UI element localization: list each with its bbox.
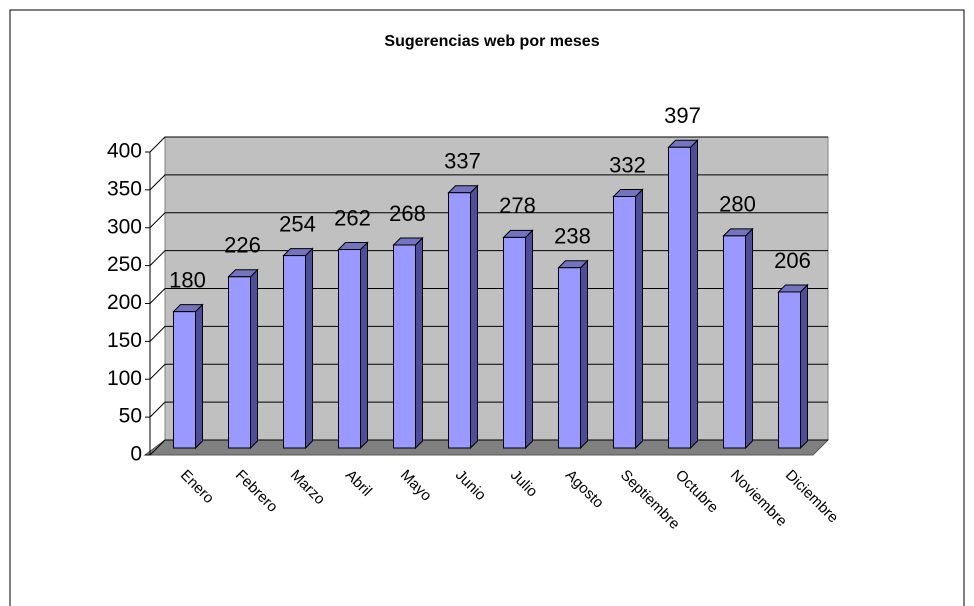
- y-tick-label: 350: [107, 177, 142, 200]
- y-tick-label: 250: [107, 253, 142, 276]
- bar-side: [635, 188, 643, 450]
- value-label: 238: [554, 224, 591, 249]
- grid-line: [149, 325, 828, 342]
- bar-side: [745, 227, 753, 450]
- value-label: 278: [499, 193, 536, 218]
- bar-side: [195, 303, 203, 450]
- value-label: 337: [444, 149, 481, 174]
- bar-side: [360, 241, 368, 450]
- bar-side: [470, 184, 478, 450]
- bar-side: [415, 236, 423, 450]
- bar-side: [525, 229, 533, 450]
- chart-title: Sugerencias web por meses: [384, 33, 599, 50]
- y-tick-label: 50: [119, 405, 142, 428]
- value-label: 254: [279, 211, 316, 236]
- bar: [778, 291, 801, 449]
- y-tick-label: 200: [107, 291, 142, 314]
- bar-side: [580, 259, 588, 450]
- value-label: 262: [334, 205, 371, 230]
- y-tick-label: 150: [107, 329, 142, 352]
- y-tick-label: 300: [107, 215, 142, 238]
- y-tick-label: 100: [107, 367, 142, 390]
- grid-line: [149, 401, 828, 418]
- value-label: 268: [389, 201, 426, 226]
- bar-side: [690, 139, 698, 450]
- bar-side: [250, 268, 258, 450]
- value-label: 226: [224, 233, 261, 258]
- value-label: 397: [664, 103, 701, 128]
- value-label: 206: [774, 248, 811, 273]
- bar: [723, 235, 746, 449]
- grid-line: [149, 212, 828, 229]
- bar: [393, 244, 416, 449]
- y-tick-label: 0: [130, 443, 142, 466]
- bar-side: [800, 283, 808, 450]
- bar: [448, 192, 471, 449]
- bar: [173, 311, 196, 449]
- grid-line: [149, 174, 828, 191]
- grid-line: [149, 363, 828, 380]
- grid-line: [149, 136, 828, 153]
- bar: [228, 276, 251, 449]
- bar: [283, 255, 306, 449]
- bar-side: [305, 247, 313, 450]
- value-label: 180: [169, 267, 206, 292]
- value-label: 280: [719, 192, 756, 217]
- y-tick-label: 400: [107, 140, 142, 163]
- grid-line: [149, 250, 828, 266]
- bar: [503, 236, 526, 449]
- bar: [613, 196, 636, 449]
- grid-line: [149, 288, 828, 304]
- grid-line: [149, 439, 828, 456]
- bar: [338, 249, 361, 449]
- value-label: 332: [609, 152, 646, 177]
- bar: [558, 267, 581, 449]
- bar: [668, 146, 691, 449]
